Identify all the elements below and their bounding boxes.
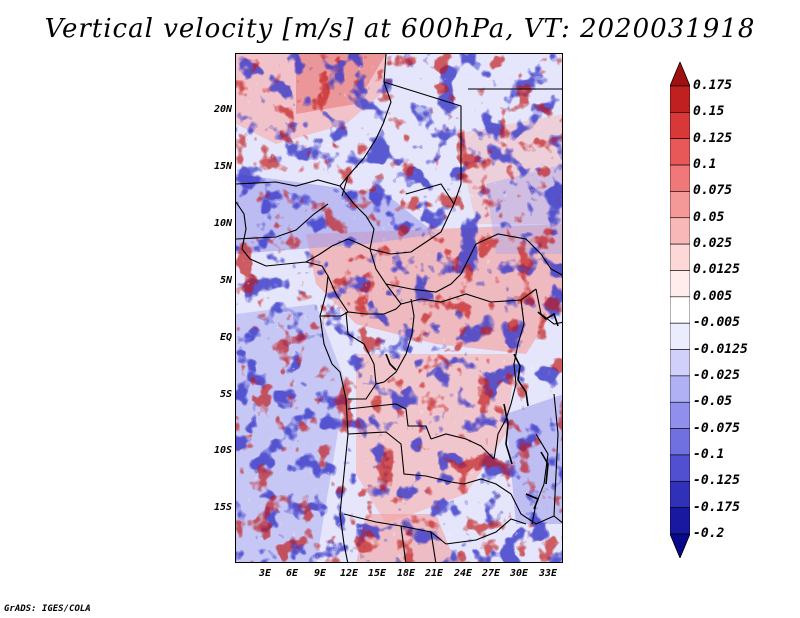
lat-label-10n: 10N [213,218,232,229]
colorbar-tick-label: 0.0125 [693,262,740,278]
lon-label-15e: 15E [367,568,387,579]
lakes [385,311,559,510]
colorbar-bin [670,85,690,113]
colorbar-bin [670,138,690,166]
colorbar-tick-label: 0.025 [693,236,733,252]
colorbar-bin [670,164,690,192]
lat-label-5n: 5N [219,275,232,286]
colorbar-bin [670,349,690,377]
colorbar-tick-label: -0.005 [693,315,740,331]
colorbar-tick-label: 0.125 [693,130,733,146]
lon-label-30e: 30E [509,568,529,579]
colorbar-tick-label: 0.15 [693,104,725,120]
colorbar-tick-label: -0.1 [693,446,725,462]
colorbar-tick-label: 0.005 [693,288,733,304]
lon-label-24e: 24E [453,568,473,579]
lon-label-12e: 12E [339,568,359,579]
colorbar-top-triangle [670,62,690,87]
colorbar-bin [670,217,690,245]
vertical-velocity-map [235,53,563,563]
colorbar-tick-label: 0.05 [693,209,725,225]
lat-label-15n: 15N [213,161,232,172]
lat-label-10s: 10S [213,445,232,456]
lat-label-5s: 5S [219,389,232,400]
colorbar-bin [670,454,690,482]
colorbar-tick-label: 0.1 [693,157,717,173]
colorbar-tick-label: -0.0125 [693,341,748,357]
colorbar-bin [670,480,690,508]
colorbar [670,62,690,558]
colorbar-bin [670,191,690,219]
lat-label-15s: 15S [213,502,232,513]
lon-label-9e: 9E [313,568,327,579]
colorbar-bin [670,322,690,350]
lon-label-6e: 6E [285,568,299,579]
map-canvas [236,54,562,562]
grads-credit: GrADS: IGES/COLA [4,604,91,614]
colorbar-bin [670,112,690,140]
colorbar-bin [670,401,690,429]
lat-label-eq: EQ [219,332,232,343]
colorbar-tick-label: -0.025 [693,367,740,383]
colorbar-bin [670,296,690,324]
colorbar-bin [670,375,690,403]
colorbar-tick-label: -0.075 [693,420,740,436]
colorbar-tick-label: -0.125 [693,473,740,489]
colorbar-bin [670,507,690,535]
colorbar-tick-label: 0.075 [693,183,733,199]
lon-label-27e: 27E [481,568,501,579]
colorbar-tick-label: -0.05 [693,394,733,410]
colorbar-tick-label: -0.175 [693,499,740,515]
lon-label-3e: 3E [258,568,272,579]
lon-label-33e: 33E [538,568,558,579]
colorbar-tick-label: 0.175 [693,78,733,93]
colorbar-bin [670,428,690,456]
chart-title: Vertical velocity [m/s] at 600hPa, VT: 2… [44,14,756,44]
colorbar-bin [670,270,690,298]
lon-label-18e: 18E [396,568,416,579]
colorbar-tick-label: -0.2 [693,526,725,541]
lon-label-21e: 21E [424,568,444,579]
colorbar-bin [670,243,690,271]
colorbar-bottom-triangle [670,533,690,558]
lat-label-20n: 20N [213,104,232,115]
